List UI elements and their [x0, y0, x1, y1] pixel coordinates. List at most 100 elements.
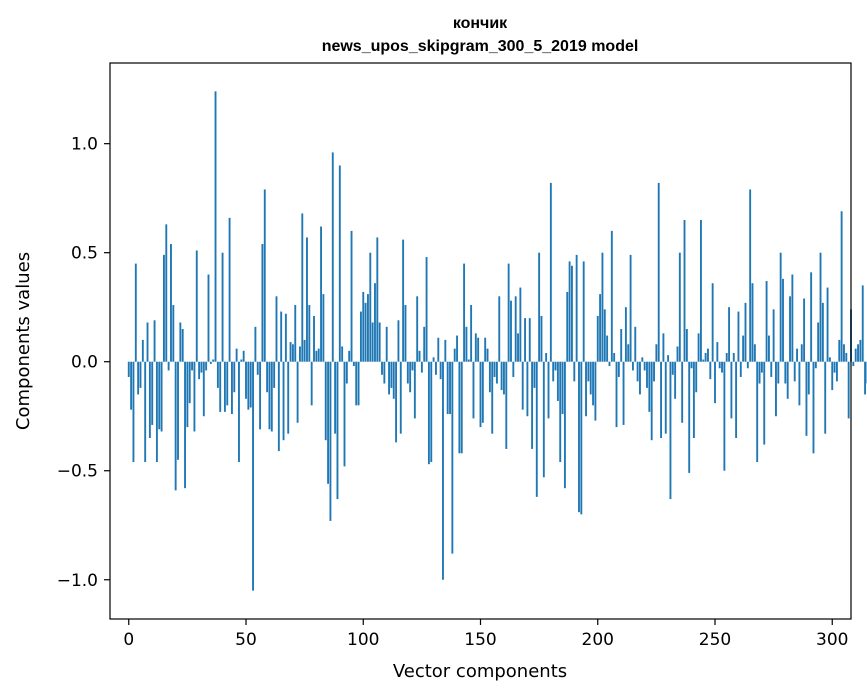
bar: [582, 261, 585, 362]
y-tick-label: 1.0: [71, 135, 98, 155]
bar: [697, 333, 700, 362]
bar: [735, 361, 738, 439]
bar: [739, 361, 742, 377]
bar: [486, 348, 489, 362]
bar: [791, 274, 794, 362]
bar: [568, 261, 571, 362]
bar: [329, 361, 332, 521]
bar: [491, 361, 494, 434]
bar: [256, 361, 259, 375]
bar: [371, 322, 374, 362]
bar: [503, 361, 505, 395]
bar: [472, 361, 475, 419]
bar: [585, 361, 587, 417]
bar: [805, 361, 808, 436]
chart-title: кончик: [453, 15, 508, 32]
bar: [498, 296, 501, 362]
x-tick-label: 250: [699, 630, 731, 650]
bar: [831, 361, 834, 391]
bar: [456, 335, 458, 362]
bar: [505, 361, 508, 449]
bar: [821, 302, 824, 362]
bar: [592, 361, 594, 406]
bar: [205, 361, 208, 371]
bar: [533, 361, 536, 388]
bar: [137, 361, 140, 395]
bar: [613, 352, 616, 362]
y-tick-label: 0.5: [71, 244, 98, 264]
bar: [695, 361, 698, 393]
y-tick-label: −1.0: [57, 571, 98, 591]
bar: [134, 263, 137, 362]
bar: [249, 361, 252, 408]
bar: [202, 361, 205, 417]
bar: [481, 361, 484, 423]
bar: [556, 361, 559, 401]
bar: [587, 361, 590, 382]
bar: [767, 335, 770, 362]
bar: [238, 361, 240, 463]
bar: [406, 361, 409, 384]
bar: [418, 350, 421, 362]
bar: [782, 278, 784, 362]
bar: [749, 189, 752, 362]
bar: [163, 254, 165, 362]
bar: [636, 361, 639, 382]
bar: [751, 283, 754, 362]
bar: [683, 219, 686, 362]
bar: [500, 361, 503, 391]
bar: [432, 357, 435, 362]
bar: [233, 361, 236, 393]
bar: [838, 339, 841, 362]
bar: [493, 361, 496, 377]
bar: [430, 361, 433, 463]
bar: [760, 361, 763, 373]
bar: [296, 361, 299, 423]
bar: [336, 361, 339, 500]
bar: [763, 361, 766, 445]
bar: [824, 361, 827, 434]
bar: [484, 337, 487, 362]
bar: [606, 335, 609, 362]
bar: [465, 326, 468, 362]
bar: [242, 350, 245, 362]
bar: [789, 296, 791, 362]
bar: [730, 361, 733, 419]
bar: [681, 361, 684, 423]
bar: [549, 182, 552, 362]
chart-subtitle: news_upos_skipgram_300_5_2019 model: [322, 38, 639, 55]
bar: [437, 337, 440, 362]
bar: [261, 243, 264, 362]
bar: [599, 294, 602, 362]
bar: [596, 315, 599, 362]
bar: [186, 361, 189, 428]
bar: [653, 361, 655, 382]
bar: [453, 348, 456, 362]
bar: [662, 333, 665, 362]
bar: [624, 307, 627, 362]
bar: [716, 342, 719, 362]
bar: [671, 361, 674, 375]
bar: [770, 361, 773, 377]
bar: [728, 307, 731, 362]
bar: [282, 361, 285, 441]
bar: [575, 254, 578, 362]
bar: [214, 91, 217, 362]
bar: [852, 361, 855, 367]
bar: [507, 263, 510, 362]
x-tick-label: 0: [123, 630, 134, 650]
bar: [742, 335, 745, 362]
bar: [732, 352, 735, 362]
bar: [212, 359, 215, 362]
bar: [840, 211, 843, 362]
bar: [435, 361, 437, 375]
bar: [184, 361, 186, 489]
bar: [322, 294, 325, 362]
bar: [148, 361, 151, 439]
bar: [252, 361, 254, 591]
bar: [521, 361, 524, 410]
bar: [843, 344, 845, 362]
bar: [357, 361, 360, 406]
bar: [223, 361, 226, 412]
bar: [608, 361, 611, 367]
